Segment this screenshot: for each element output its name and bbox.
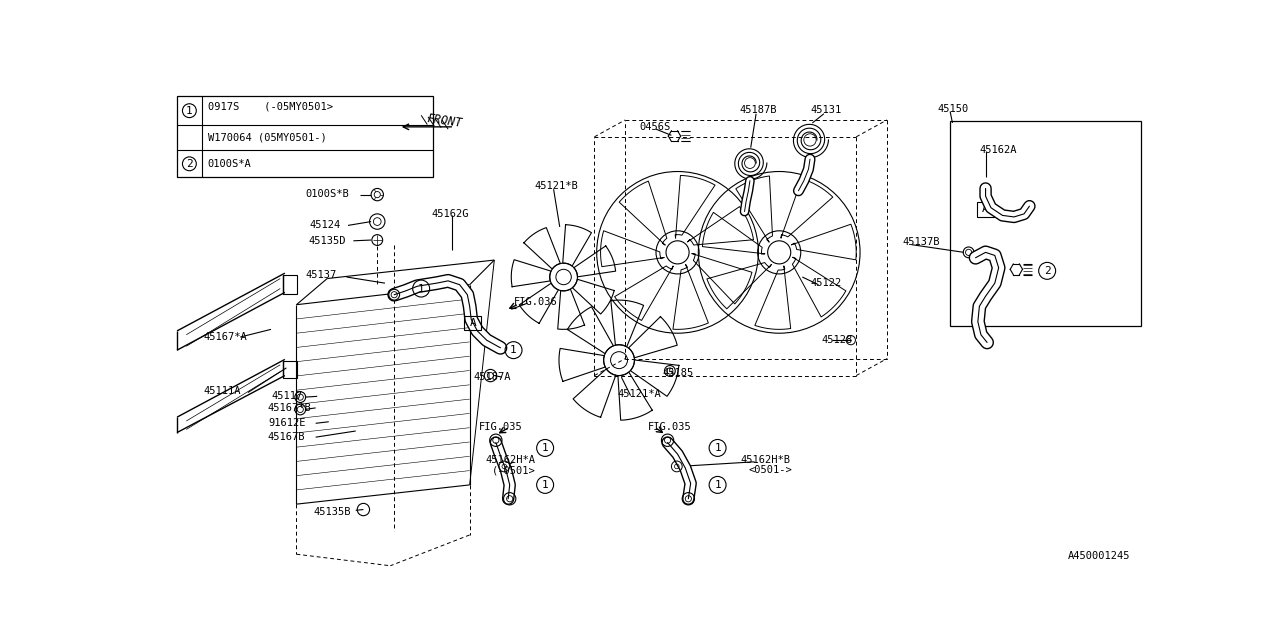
Text: 1: 1 [541,480,549,490]
Text: 1: 1 [417,284,425,294]
Text: FIG.036: FIG.036 [513,296,557,307]
Text: 45167*B: 45167*B [268,403,311,413]
Text: 91612E: 91612E [268,419,306,428]
Text: 45162H*B: 45162H*B [741,455,791,465]
Text: 45150: 45150 [937,104,968,114]
Text: 45185: 45185 [663,368,694,378]
Text: 45167B: 45167B [268,432,306,442]
Text: 0456S: 0456S [640,122,671,132]
Text: 45124: 45124 [310,220,340,230]
Text: 45162H*A: 45162H*A [485,455,535,465]
Text: 45187B: 45187B [739,105,777,115]
Text: 0917S    (-05MY0501>: 0917S (-05MY0501> [207,102,333,112]
Text: 1: 1 [714,480,721,490]
Text: 45167*A: 45167*A [204,332,247,342]
Text: FIG.035: FIG.035 [479,422,522,432]
Text: 45111A: 45111A [204,386,241,396]
Text: 45128: 45128 [822,335,852,345]
Text: 1: 1 [511,345,517,355]
Text: 2: 2 [186,159,193,169]
Text: 45121*B: 45121*B [534,181,579,191]
Text: 45131: 45131 [810,105,841,115]
Text: 1: 1 [714,443,721,453]
Bar [950,122,1140,326]
Text: 45162G: 45162G [431,209,468,219]
Text: A: A [982,204,989,214]
Text: 45137B: 45137B [902,237,940,247]
Text: 45137: 45137 [306,271,337,280]
Text: 45121*A: 45121*A [617,389,662,399]
Text: 1: 1 [541,443,549,453]
Text: 45135D: 45135D [308,236,346,246]
Text: 45117: 45117 [271,391,302,401]
Text: 0100S*B: 0100S*B [305,189,348,199]
Text: 45187A: 45187A [474,372,511,382]
Text: 2: 2 [1043,266,1051,276]
Text: (-0501>: (-0501> [492,465,536,476]
Text: W170064 (05MY0501-): W170064 (05MY0501-) [207,132,326,143]
Text: <0501->: <0501-> [749,465,792,476]
Text: 1: 1 [186,106,193,116]
Bar [177,96,433,177]
Text: 45122: 45122 [810,278,841,288]
Text: FRONT: FRONT [426,112,463,130]
Bar [283,361,297,378]
Bar [283,275,297,294]
Text: A: A [470,318,476,328]
Bar [977,202,995,217]
Text: 0100S*A: 0100S*A [207,159,252,169]
Bar [465,316,481,330]
Text: 45135B: 45135B [314,507,351,517]
Text: FIG.035: FIG.035 [648,422,692,432]
Text: 45162A: 45162A [979,145,1016,155]
Text: A450001245: A450001245 [1068,551,1130,561]
